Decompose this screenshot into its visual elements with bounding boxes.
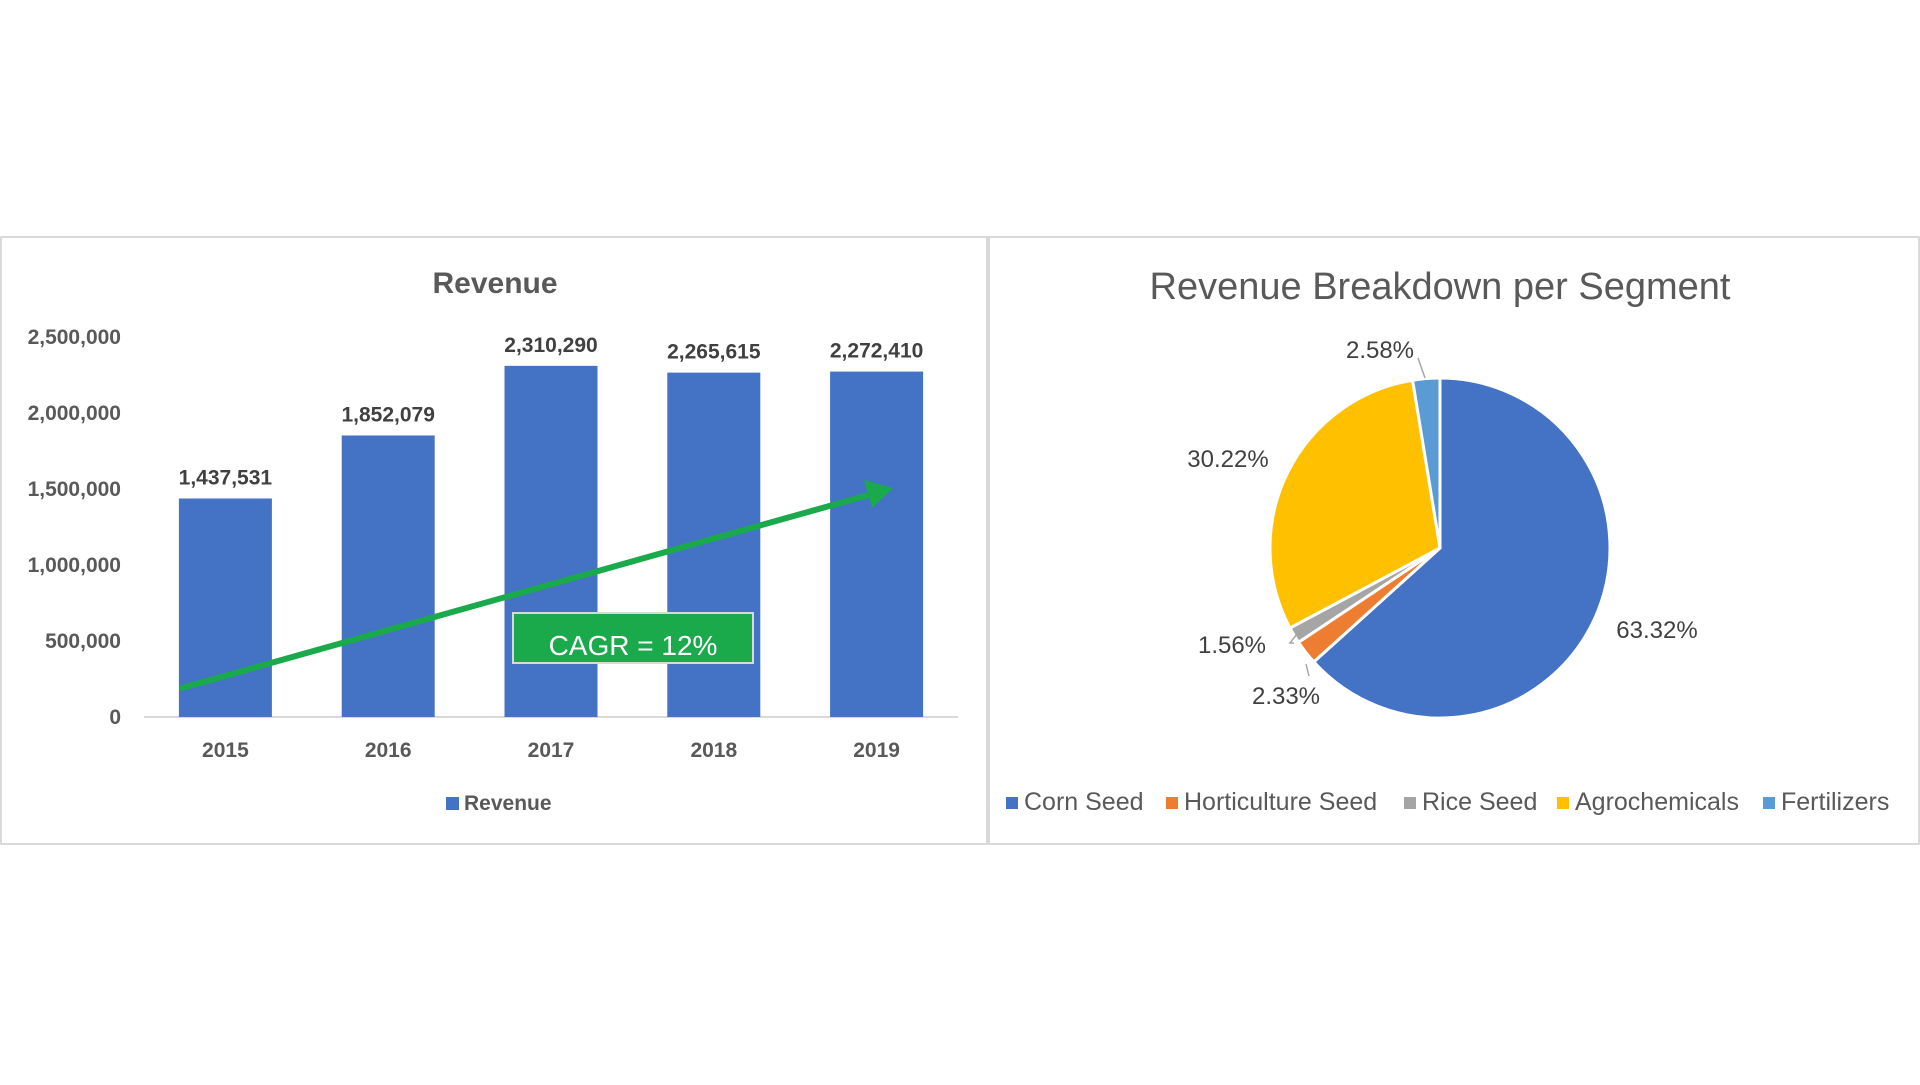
pie-label-agrochemicals: 30.22%	[1187, 446, 1268, 473]
legend-label-revenue: Revenue	[464, 792, 552, 815]
bar-2016	[341, 435, 435, 717]
pie-chart: Revenue Breakdown per Segment 63.32% 2.33…	[1006, 266, 1889, 816]
legend-swatch-corn-seed	[1006, 797, 1018, 809]
leader-line-rice-seed	[1288, 629, 1301, 644]
pie-label-corn-seed: 63.32%	[1616, 617, 1697, 644]
bar-2019	[830, 371, 924, 717]
legend-swatch-horticulture-seed	[1166, 797, 1178, 809]
pie-slice-agrochemicals	[1268, 378, 1442, 631]
pie-label-horticulture-seed: 2.33%	[1252, 683, 1320, 710]
y-tick-label: 0	[109, 706, 121, 729]
bars	[178, 365, 924, 717]
data-label-2019: 2,272,410	[830, 340, 923, 363]
bar-chart-panel	[0, 236, 988, 845]
pie-chart-panel	[988, 236, 1920, 845]
bar-chart: Revenue 0 500,000 1,000,000 1,500,000 2,000,…	[28, 267, 958, 815]
legend-swatch-fertilizers	[1763, 797, 1775, 809]
y-tick-label: 2,000,000	[28, 402, 121, 425]
x-tick-label-2017: 2017	[528, 739, 575, 762]
legend-label-rice-seed: Rice Seed	[1422, 788, 1537, 816]
bar-2017	[504, 365, 598, 717]
pie-slice-fertilizers	[1410, 376, 1442, 549]
cagr-box	[512, 612, 754, 664]
pie-slice-corn-seed	[1311, 376, 1612, 720]
pie-data-labels: 63.32% 2.33% 1.56% 30.22% 2.58%	[1187, 337, 1697, 710]
legend-label-horticulture-seed: Horticulture Seed	[1184, 788, 1377, 816]
bar-legend: Revenue	[446, 792, 552, 815]
legend-swatch-revenue	[446, 797, 459, 810]
cagr-arrow-head	[864, 480, 893, 508]
pie-label-fertilizers: 2.58%	[1346, 337, 1414, 364]
legend-label-corn-seed: Corn Seed	[1024, 788, 1144, 816]
data-labels: 1,437,531 1,852,079 2,310,290 2,265,615 2,27…	[179, 334, 924, 490]
bar-chart-title: Revenue	[432, 267, 557, 300]
pie-slices	[1268, 376, 1612, 720]
y-tick-label: 2,500,000	[28, 326, 121, 349]
legend-swatch-agrochemicals	[1557, 797, 1569, 809]
pie-legend: Corn Seed Horticulture Seed Rice Seed Agroc…	[1006, 788, 1889, 816]
x-tick-label-2018: 2018	[690, 739, 737, 762]
y-tick-label: 1,000,000	[28, 554, 121, 577]
leader-line-horticulture-seed	[1305, 663, 1310, 677]
y-tick-label: 500,000	[45, 630, 121, 653]
cagr-arrow-line	[179, 491, 875, 691]
cagr-annotation: CAGR = 12%	[512, 612, 754, 664]
data-label-2018: 2,265,615	[667, 341, 761, 364]
bar-2015	[178, 498, 272, 717]
x-tick-label-2015: 2015	[202, 739, 249, 762]
leader-lines	[1288, 357, 1426, 677]
cagr-arrow	[179, 480, 893, 691]
x-tick-label-2019: 2019	[853, 739, 900, 762]
pie-label-rice-seed: 1.56%	[1198, 632, 1266, 659]
x-tick-label-2016: 2016	[365, 739, 412, 762]
legend-label-fertilizers: Fertilizers	[1781, 788, 1889, 816]
legend-swatch-rice-seed	[1404, 797, 1416, 809]
y-tick-label: 1,500,000	[28, 478, 121, 501]
data-label-2016: 1,852,079	[341, 403, 434, 426]
pie-chart-title: Revenue Breakdown per Segment	[1150, 266, 1731, 308]
x-axis: 2015 2016 2017 2018 2019	[202, 739, 900, 762]
leader-line-fertilizers	[1417, 357, 1426, 379]
cagr-text: CAGR = 12%	[549, 630, 718, 661]
y-axis: 0 500,000 1,000,000 1,500,000 2,000,000 2,500…	[28, 326, 121, 729]
data-label-2015: 1,437,531	[179, 466, 273, 489]
legend-label-agrochemicals: Agrochemicals	[1575, 788, 1739, 816]
data-label-2017: 2,310,290	[504, 334, 597, 357]
